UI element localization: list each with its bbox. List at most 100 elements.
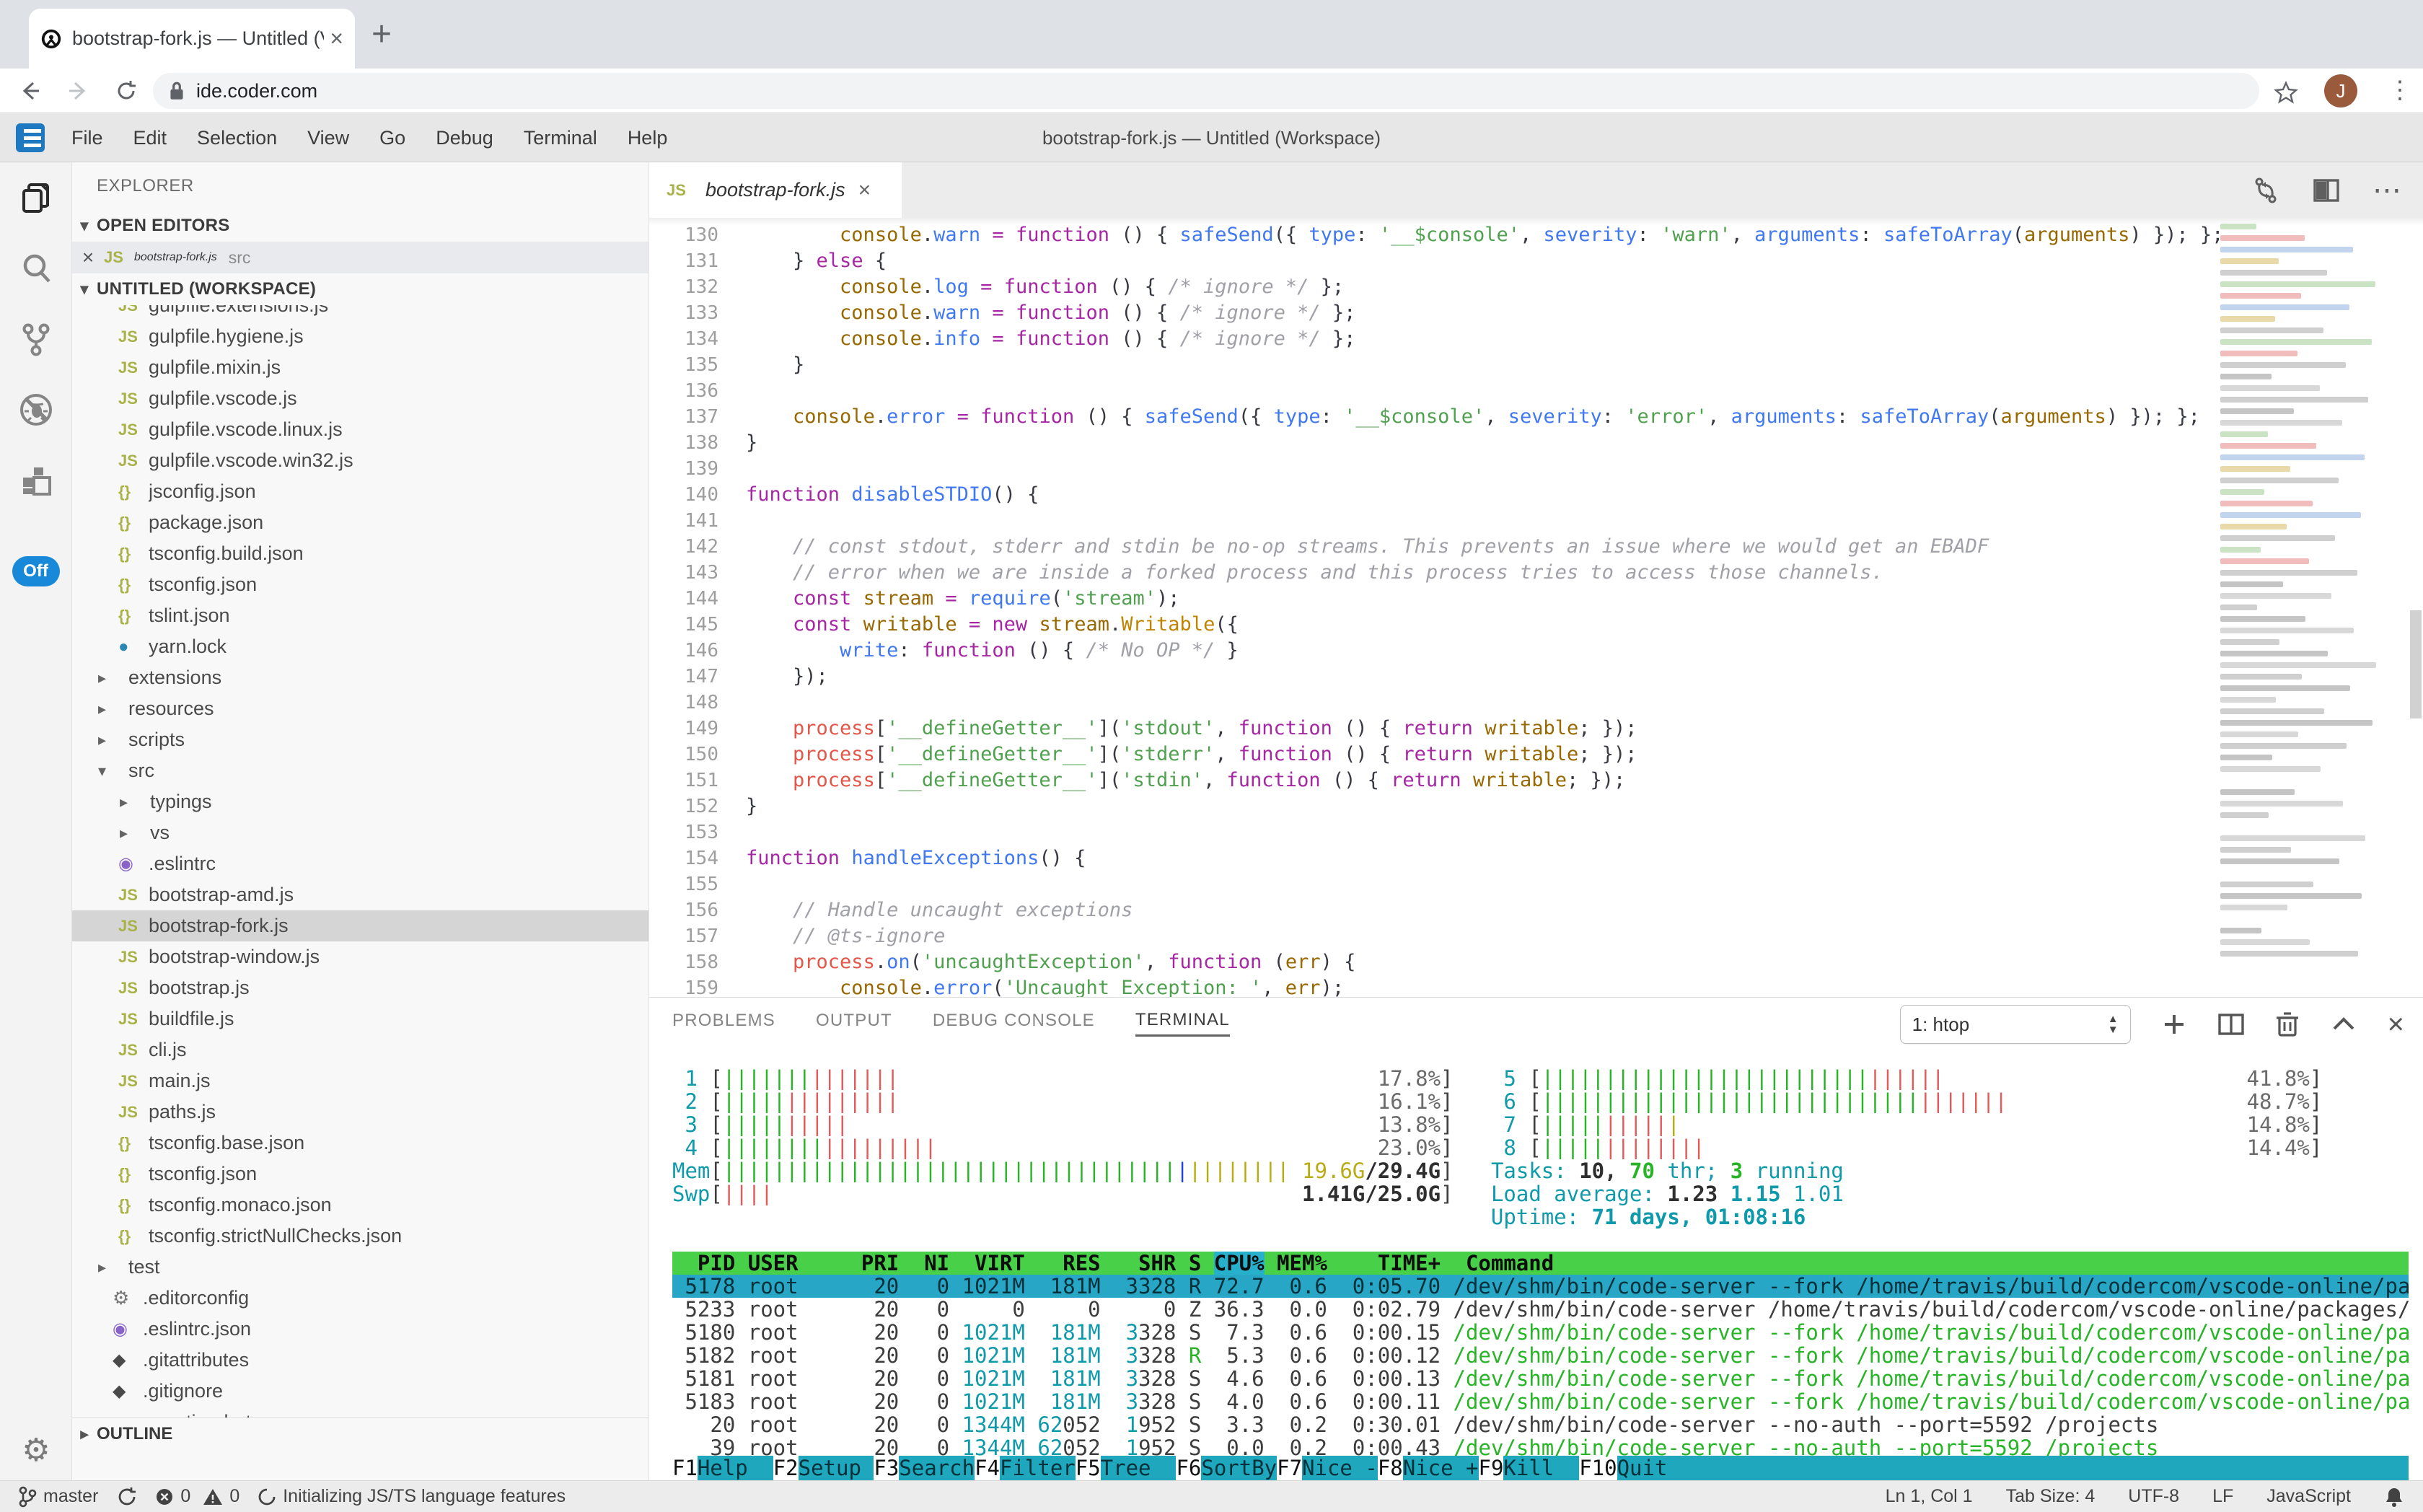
fkey-f6[interactable]: F6SortBy [1176, 1456, 1278, 1480]
bookmark-star-icon[interactable] [2274, 80, 2298, 105]
close-icon[interactable]: × [82, 246, 94, 268]
fkey-f9[interactable]: F9Kill [1479, 1456, 1580, 1480]
file-row[interactable]: {} tsconfig.base.json [72, 1128, 648, 1159]
file-row[interactable]: JS buildfile.js [72, 1003, 648, 1034]
file-row[interactable]: JS bootstrap-fork.js [72, 910, 648, 941]
file-row[interactable]: JS gulpfile.mixin.js [72, 352, 648, 383]
new-terminal-icon[interactable] [2161, 1011, 2187, 1037]
open-editors-header[interactable]: ▾ OPEN EDITORS [72, 210, 648, 242]
browser-avatar[interactable]: J [2324, 74, 2357, 107]
problems-indicator[interactable]: 0 0 [154, 1486, 239, 1507]
panel-tab-debug-console[interactable]: DEBUG CONSOLE [932, 1011, 1095, 1030]
fkey-f4[interactable]: F4Filter [975, 1456, 1076, 1480]
menu-help[interactable]: Help [627, 126, 668, 149]
explorer-icon[interactable] [0, 162, 72, 233]
file-row[interactable]: ⚙ .editorconfig [72, 1283, 648, 1314]
toggle-changes-icon[interactable] [2251, 176, 2280, 205]
sync-button[interactable] [117, 1487, 137, 1507]
open-editor-row[interactable]: × JS bootstrap-fork.js src [72, 242, 648, 273]
file-row[interactable]: {} tsconfig.json [72, 569, 648, 600]
file-row[interactable]: ▸ typings [72, 786, 648, 817]
file-row[interactable]: ● yarn.lock [72, 631, 648, 662]
terminal[interactable]: 1 [|||||||||||||| 17.8%] 5 [||||||||||||… [649, 1048, 2423, 1480]
file-row[interactable]: JS cli.js [72, 1034, 648, 1065]
editor-tab-close-icon[interactable]: × [858, 177, 871, 202]
url-bar[interactable]: ide.coder.com [153, 73, 2259, 109]
file-row[interactable]: JS bootstrap.js [72, 972, 648, 1003]
code-editor[interactable]: 130 console.warn = function () { safeSen… [649, 218, 2423, 1480]
new-tab-button[interactable]: + [371, 15, 392, 53]
fkey-f8[interactable]: F8Nice + [1378, 1456, 1479, 1480]
file-row[interactable]: {} tsconfig.json [72, 1159, 648, 1190]
panel-tab-problems[interactable]: PROBLEMS [672, 1011, 775, 1030]
file-row[interactable]: ◆ .gitignore [72, 1376, 648, 1407]
reload-icon[interactable] [114, 79, 138, 103]
file-row[interactable]: {} tslint.json [72, 600, 648, 631]
fkey-f7[interactable]: F7Nice - [1277, 1456, 1378, 1480]
outline-header[interactable]: ▸ OUTLINE [72, 1418, 648, 1449]
editor-tab[interactable]: JS bootstrap-fork.js × [649, 162, 902, 218]
file-row[interactable]: {} tsconfig.monaco.json [72, 1190, 648, 1221]
file-row[interactable]: JS main.js [72, 1065, 648, 1096]
menu-file[interactable]: File [71, 126, 103, 149]
menu-debug[interactable]: Debug [436, 126, 493, 149]
panel-tab-output[interactable]: OUTPUT [815, 1011, 892, 1030]
fkey-f10[interactable]: F10Quit [1579, 1456, 1693, 1480]
app-logo-icon[interactable] [16, 123, 45, 152]
terminal-select[interactable]: 1: htop ▲ ▼ [1899, 1005, 2131, 1044]
file-row[interactable]: ▸ scripts [72, 724, 648, 755]
branch-indicator[interactable]: master [17, 1486, 98, 1508]
fkey-f3[interactable]: F3Search [874, 1456, 975, 1480]
file-row[interactable]: ▸ extensions [72, 662, 648, 693]
status-javascript[interactable]: JavaScript [2266, 1486, 2351, 1506]
fkey-f1[interactable]: F1Help [672, 1456, 773, 1480]
file-row[interactable]: {} jsconfig.json [72, 476, 648, 507]
file-row[interactable]: ▸ vs [72, 817, 648, 848]
status-ln[interactable]: Ln 1, Col 1 [1885, 1486, 1973, 1506]
browser-menu-icon[interactable]: ⋮ [2388, 76, 2412, 104]
fkey-f5[interactable]: F5Tree [1076, 1456, 1177, 1480]
source-control-icon[interactable] [0, 304, 72, 374]
file-row[interactable]: JS gulpfile.extensions.js [72, 305, 648, 321]
extensions-icon[interactable] [0, 445, 72, 516]
file-row[interactable]: ◉ .eslintrc.json [72, 1314, 648, 1345]
status-lf[interactable]: LF [2212, 1486, 2234, 1506]
workspace-header[interactable]: ▾ UNTITLED (WORKSPACE) [72, 273, 648, 305]
file-row[interactable]: {} tsconfig.strictNullChecks.json [72, 1221, 648, 1252]
file-row[interactable]: ▾ src [72, 755, 648, 786]
panel-tab-terminal[interactable]: TERMINAL [1135, 1010, 1230, 1037]
status-tab[interactable]: Tab Size: 4 [2005, 1486, 2096, 1506]
forward-icon[interactable] [66, 79, 91, 103]
file-row[interactable]: JS paths.js [72, 1096, 648, 1128]
file-row[interactable]: JS gulpfile.vscode.js [72, 383, 648, 414]
file-row[interactable]: ◉ .eslintrc [72, 848, 648, 879]
minimap[interactable] [2220, 224, 2402, 962]
close-panel-icon[interactable]: × [2387, 1008, 2404, 1040]
settings-gear-icon[interactable]: ⚙ [22, 1433, 50, 1468]
back-icon[interactable] [17, 79, 42, 103]
menu-view[interactable]: View [307, 126, 350, 149]
menu-edit[interactable]: Edit [133, 126, 167, 149]
editor-scrollbar[interactable] [2410, 610, 2422, 718]
more-actions-icon[interactable]: ⋯ [2373, 174, 2403, 206]
file-row[interactable]: JS gulpfile.hygiene.js [72, 321, 648, 352]
split-terminal-icon[interactable] [2217, 1011, 2245, 1037]
menu-go[interactable]: Go [379, 126, 406, 149]
bell-icon[interactable] [2384, 1486, 2404, 1508]
status-utf8[interactable]: UTF-8 [2128, 1486, 2180, 1506]
fkey-f2[interactable]: F2Setup [773, 1456, 874, 1480]
search-icon[interactable] [0, 233, 72, 304]
off-badge[interactable]: Off [12, 556, 60, 586]
file-row[interactable]: JS gulpfile.vscode.win32.js [72, 445, 648, 476]
menu-selection[interactable]: Selection [197, 126, 278, 149]
menu-terminal[interactable]: Terminal [523, 126, 597, 149]
file-row[interactable]: ◆ .gitattributes [72, 1345, 648, 1376]
file-row[interactable]: JS bootstrap-amd.js [72, 879, 648, 910]
tab-close-icon[interactable]: × [330, 25, 343, 51]
debug-disabled-icon[interactable] [0, 374, 72, 445]
browser-tab[interactable]: bootstrap-fork.js — Untitled (V × [29, 9, 355, 69]
maximize-panel-icon[interactable] [2330, 1011, 2357, 1037]
kill-terminal-icon[interactable] [2275, 1011, 2300, 1038]
file-row[interactable]: JS gulpfile.vscode.linux.js [72, 414, 648, 445]
file-row[interactable]: ▸ test [72, 1252, 648, 1283]
